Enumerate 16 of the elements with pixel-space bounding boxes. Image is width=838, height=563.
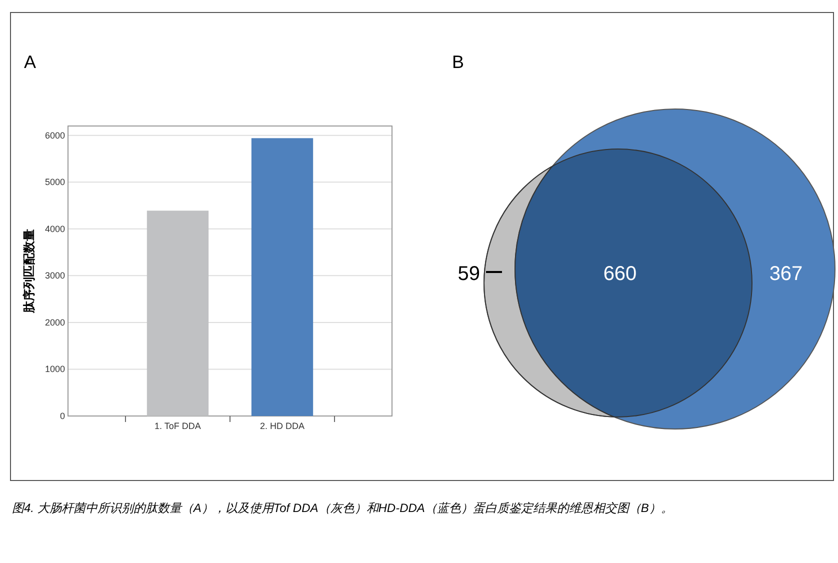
y-tick-label: 0 (60, 411, 65, 421)
caption: 图4. 大肠杆菌中所识别的肽数量（A），以及使用Tof DDA（灰色）和HD-DDA（蓝色）蛋白质鉴定结果的维恩相交图（B）。 (12, 501, 673, 515)
text: B (452, 52, 464, 72)
y-tick-label: 4000 (44, 224, 65, 234)
y-axis-title: 肽序列匹配数量 (22, 229, 36, 314)
chart-title: A (24, 52, 36, 72)
x-tick-label: 2. HD DDA (260, 421, 305, 431)
y-tick-label: 5000 (44, 177, 65, 188)
text: 660 (603, 263, 637, 285)
text: 367 (769, 263, 803, 285)
y-tick-label: 6000 (44, 130, 65, 140)
y-tick-label: 1000 (44, 364, 65, 374)
x-tick-label: 1. ToF DDA (154, 421, 201, 431)
y-tick-label: 3000 (44, 270, 65, 281)
text: 59 (458, 263, 480, 285)
y-tick-label: 2000 (44, 317, 65, 328)
